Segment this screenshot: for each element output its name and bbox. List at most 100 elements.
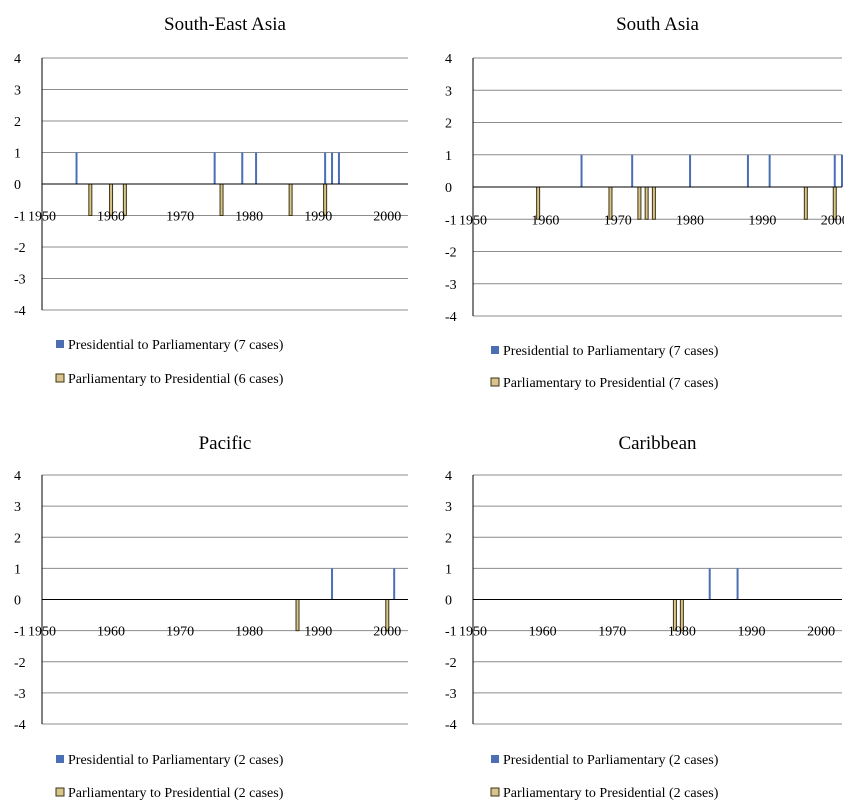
x-tick-label: 1970	[604, 213, 632, 228]
bar-presidential-to-parliamentary	[736, 568, 739, 600]
y-tick-label: 3	[445, 84, 452, 99]
bar-parliamentary-to-presidential	[219, 183, 224, 216]
y-tick-label: 2	[445, 531, 452, 546]
y-tick-label: -4	[14, 718, 26, 733]
bar-presidential-to-parliamentary	[75, 152, 78, 184]
legend-label: Presidential to Parliamentary (2 cases)	[503, 753, 719, 768]
x-tick-label: 1960	[97, 625, 125, 640]
y-tick-label: -2	[445, 656, 457, 671]
chart-panel-4: Caribbean 4 3 2 1 0 -1 -2 -3 -4 1950 1960 1970 1980 19…	[445, 433, 842, 801]
legend-swatch	[491, 755, 499, 763]
legend-label: Presidential to Parliamentary (7 cases)	[503, 344, 719, 359]
y-tick-label: 4	[445, 469, 452, 484]
y-tick-label: 4	[445, 52, 452, 67]
chart-title: South Asia	[616, 14, 699, 35]
legend-swatch	[490, 787, 500, 797]
legend-label: Parliamentary to Presidential (7 cases)	[503, 376, 719, 391]
y-tick-label: 1	[445, 149, 452, 164]
bar-presidential-to-parliamentary	[213, 152, 216, 184]
bar-presidential-to-parliamentary	[580, 154, 583, 187]
x-tick-label: 2000	[373, 625, 401, 640]
legend-label: Parliamentary to Presidential (6 cases)	[68, 372, 284, 387]
bar-presidential-to-parliamentary	[337, 152, 340, 184]
y-tick-label: 0	[14, 178, 21, 193]
x-tick-label: 1990	[304, 210, 332, 225]
y-tick-label: 2	[14, 531, 21, 546]
x-tick-label: 1960	[529, 625, 557, 640]
bar-presidential-to-parliamentary	[631, 154, 634, 187]
bar-presidential-to-parliamentary	[708, 568, 711, 600]
x-tick-label: 1950	[28, 210, 56, 225]
bar-parliamentary-to-presidential	[88, 183, 93, 216]
y-tick-label: 0	[445, 594, 452, 609]
y-tick-label: 3	[14, 500, 21, 515]
legend-swatch	[491, 346, 499, 354]
legend-swatch	[55, 787, 65, 797]
x-tick-label: 1980	[668, 625, 696, 640]
y-tick-label: -1	[445, 625, 457, 640]
y-tick-label: 3	[445, 500, 452, 515]
x-tick-label: 1990	[748, 213, 776, 228]
x-tick-label: 2000	[821, 213, 844, 228]
y-tick-label: -1	[14, 625, 26, 640]
y-tick-label: -3	[14, 273, 26, 288]
y-tick-label: -1	[445, 213, 457, 228]
bar-presidential-to-parliamentary	[324, 152, 327, 184]
y-tick-label: -4	[445, 310, 457, 325]
bar-parliamentary-to-presidential	[803, 186, 808, 220]
bar-presidential-to-parliamentary	[768, 154, 771, 187]
y-tick-label: -2	[14, 241, 26, 256]
y-tick-label: 4	[14, 52, 21, 67]
bar-presidential-to-parliamentary	[833, 154, 836, 187]
legend-label: Presidential to Parliamentary (2 cases)	[68, 753, 284, 768]
bar-presidential-to-parliamentary	[841, 154, 843, 187]
bar-parliamentary-to-presidential	[644, 186, 649, 220]
bar-presidential-to-parliamentary	[255, 152, 258, 184]
legend-swatch	[490, 377, 500, 387]
bar-presidential-to-parliamentary	[331, 152, 334, 184]
x-tick-label: 1950	[28, 625, 56, 640]
x-tick-label: 1970	[598, 625, 626, 640]
bar-parliamentary-to-presidential	[295, 599, 300, 632]
y-tick-label: -4	[14, 304, 26, 319]
x-tick-label: 1980	[235, 210, 263, 225]
chart-panel-3: Pacific 4 3 2 1 0 -1 -2 -3 -4 1950 1960 1970 1980 1990…	[14, 433, 408, 801]
y-tick-label: -2	[14, 656, 26, 671]
chart-panel-2: South Asia 4 3 2 1 0 -1 -2 -3 -4 1950 1960 1970 1980 1…	[445, 14, 844, 391]
x-tick-label: 1970	[166, 625, 194, 640]
bar-presidential-to-parliamentary	[689, 154, 692, 187]
y-tick-label: -2	[445, 246, 457, 261]
legend-swatch	[56, 755, 64, 763]
chart-title: Pacific	[199, 433, 252, 454]
x-tick-label: 2000	[373, 210, 401, 225]
y-tick-label: -3	[445, 278, 457, 293]
bar-presidential-to-parliamentary	[331, 568, 334, 600]
legend-label: Presidential to Parliamentary (7 cases)	[68, 338, 284, 353]
x-tick-label: 1990	[737, 625, 765, 640]
y-tick-label: 0	[445, 181, 452, 196]
y-tick-label: 0	[14, 594, 21, 609]
chart-title: Caribbean	[618, 433, 697, 454]
x-tick-label: 1970	[166, 210, 194, 225]
y-tick-label: 2	[445, 117, 452, 132]
legend-label: Parliamentary to Presidential (2 cases)	[503, 786, 719, 801]
bar-presidential-to-parliamentary	[393, 568, 396, 600]
y-tick-label: -3	[14, 687, 26, 702]
y-tick-label: -1	[14, 210, 26, 225]
x-tick-label: 1960	[97, 210, 125, 225]
bar-parliamentary-to-presidential	[288, 183, 293, 216]
y-tick-label: 2	[14, 115, 21, 130]
y-tick-label: 1	[14, 562, 21, 577]
x-tick-label: 1950	[459, 625, 487, 640]
x-tick-label: 1990	[304, 625, 332, 640]
y-tick-label: 1	[14, 147, 21, 162]
y-tick-label: 4	[14, 469, 21, 484]
y-tick-label: 1	[445, 562, 452, 577]
bar-parliamentary-to-presidential	[637, 186, 642, 220]
y-tick-label: -4	[445, 718, 457, 733]
y-tick-label: -3	[445, 687, 457, 702]
legend-swatch	[55, 373, 65, 383]
x-tick-label: 1960	[531, 213, 559, 228]
bar-presidential-to-parliamentary	[746, 154, 749, 187]
